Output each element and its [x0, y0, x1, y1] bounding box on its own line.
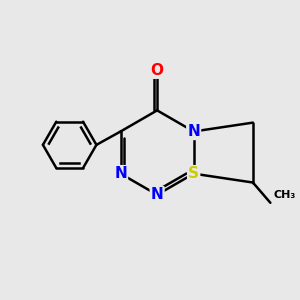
- Text: S: S: [188, 166, 199, 181]
- Text: N: N: [114, 166, 127, 181]
- Text: O: O: [151, 63, 164, 78]
- Text: N: N: [151, 187, 164, 202]
- Text: CH₃: CH₃: [274, 190, 296, 200]
- Text: N: N: [187, 124, 200, 139]
